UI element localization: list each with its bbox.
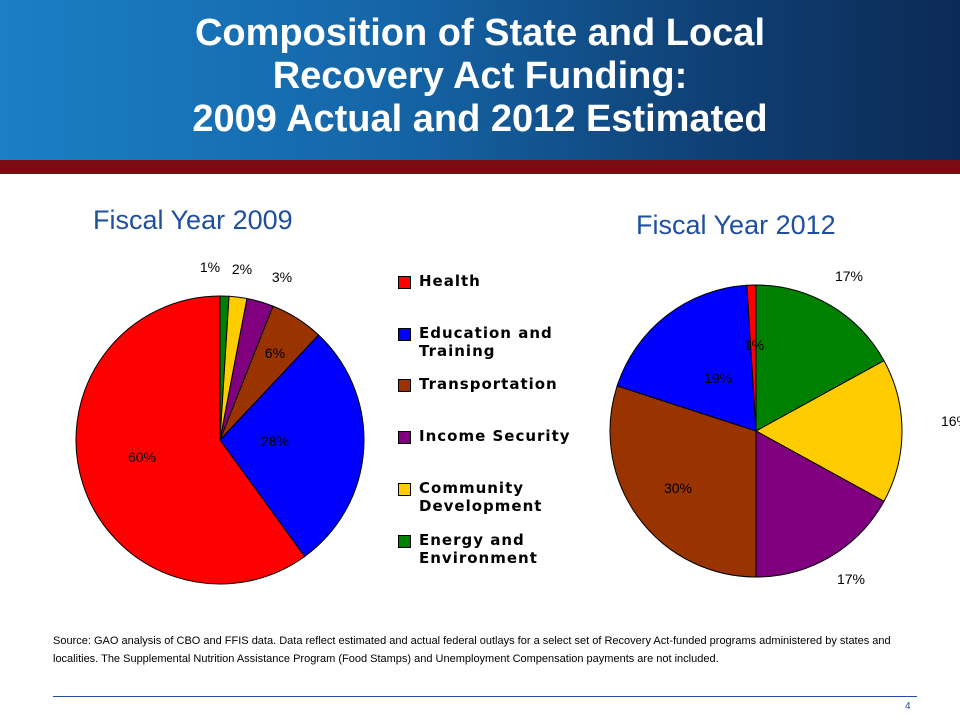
pie-slice-community-development [754,359,903,503]
chart-title-fy2009: Fiscal Year 2009 [93,205,293,235]
legend-item-energy-environment: Energy and Environment [398,531,538,567]
legend-swatch-transportation [398,379,411,392]
legend-item-community-development: Community Development [398,479,542,515]
pie-slice-energy-and-environment [755,284,885,432]
legend-swatch-community-development [398,483,411,496]
source-note: Source: GAO analysis of CBO and FFIS dat… [53,635,891,665]
page-number: 4 [905,701,911,712]
legend-label-transportation: Transportation [419,375,558,393]
title-line-2: Recovery Act Funding: [272,55,688,97]
slide-title: Composition of State and Local Recovery … [0,12,960,141]
pie-slice-health [746,284,757,432]
legend-swatch-energy-environment [398,535,411,548]
title-line-1: Composition of State and Local [194,12,766,54]
footer-divider [53,696,917,697]
pie-label-health: 1% [744,337,764,353]
pie-label-community-development: 2% [232,261,252,277]
chart-title-fy2012: Fiscal Year 2012 [636,210,836,240]
pie-chart-fy2009: 60% 28% 6% 3% 2% 1% [75,259,365,585]
legend-swatch-education [398,328,411,341]
legend-label-community-development: Community Development [419,479,543,515]
legend-label-education: Education and Training [419,324,553,360]
pie-slice-transportation [609,385,757,578]
legend-item-education: Education and Training [398,324,553,360]
legend-label-income-security: Income Security [419,427,571,445]
legend-label-energy-environment: Energy and Environment [419,531,538,567]
pie-slice-education-and-training [219,334,365,558]
pie-label-health: 60% [128,449,156,465]
pie-chart-fy2012: 17% 16% 17% 30% 19% 1% [609,268,960,587]
pie-slice-health [75,295,306,585]
legend-item-transportation: Transportation [398,375,558,393]
legend-swatch-income-security [398,431,411,444]
legend-item-income-security: Income Security [398,427,571,445]
pie-label-income-security: 3% [272,269,292,285]
pie-label-transportation: 6% [265,345,285,361]
legend-label-health: Health [419,272,481,290]
pie-label-community-development: 16% [941,413,960,429]
pie-slice-education-and-training [616,284,757,432]
title-line-3: 2009 Actual and 2012 Estimated [192,98,768,140]
title-divider-bar [0,160,960,174]
pie-label-education-and-training: 19% [704,370,732,386]
title-banner [0,0,960,160]
pie-label-income-security: 17% [837,571,865,587]
pie-label-energy-and-environment: 17% [835,268,863,284]
legend-swatch-health [398,276,411,289]
pie-slice-income-security [755,430,885,578]
legend-item-health: Health [398,272,481,290]
pie-label-transportation: 30% [664,480,692,496]
pie-label-energy-and-environment: 1% [200,259,220,275]
pie-label-education-and-training: 28% [261,433,289,449]
